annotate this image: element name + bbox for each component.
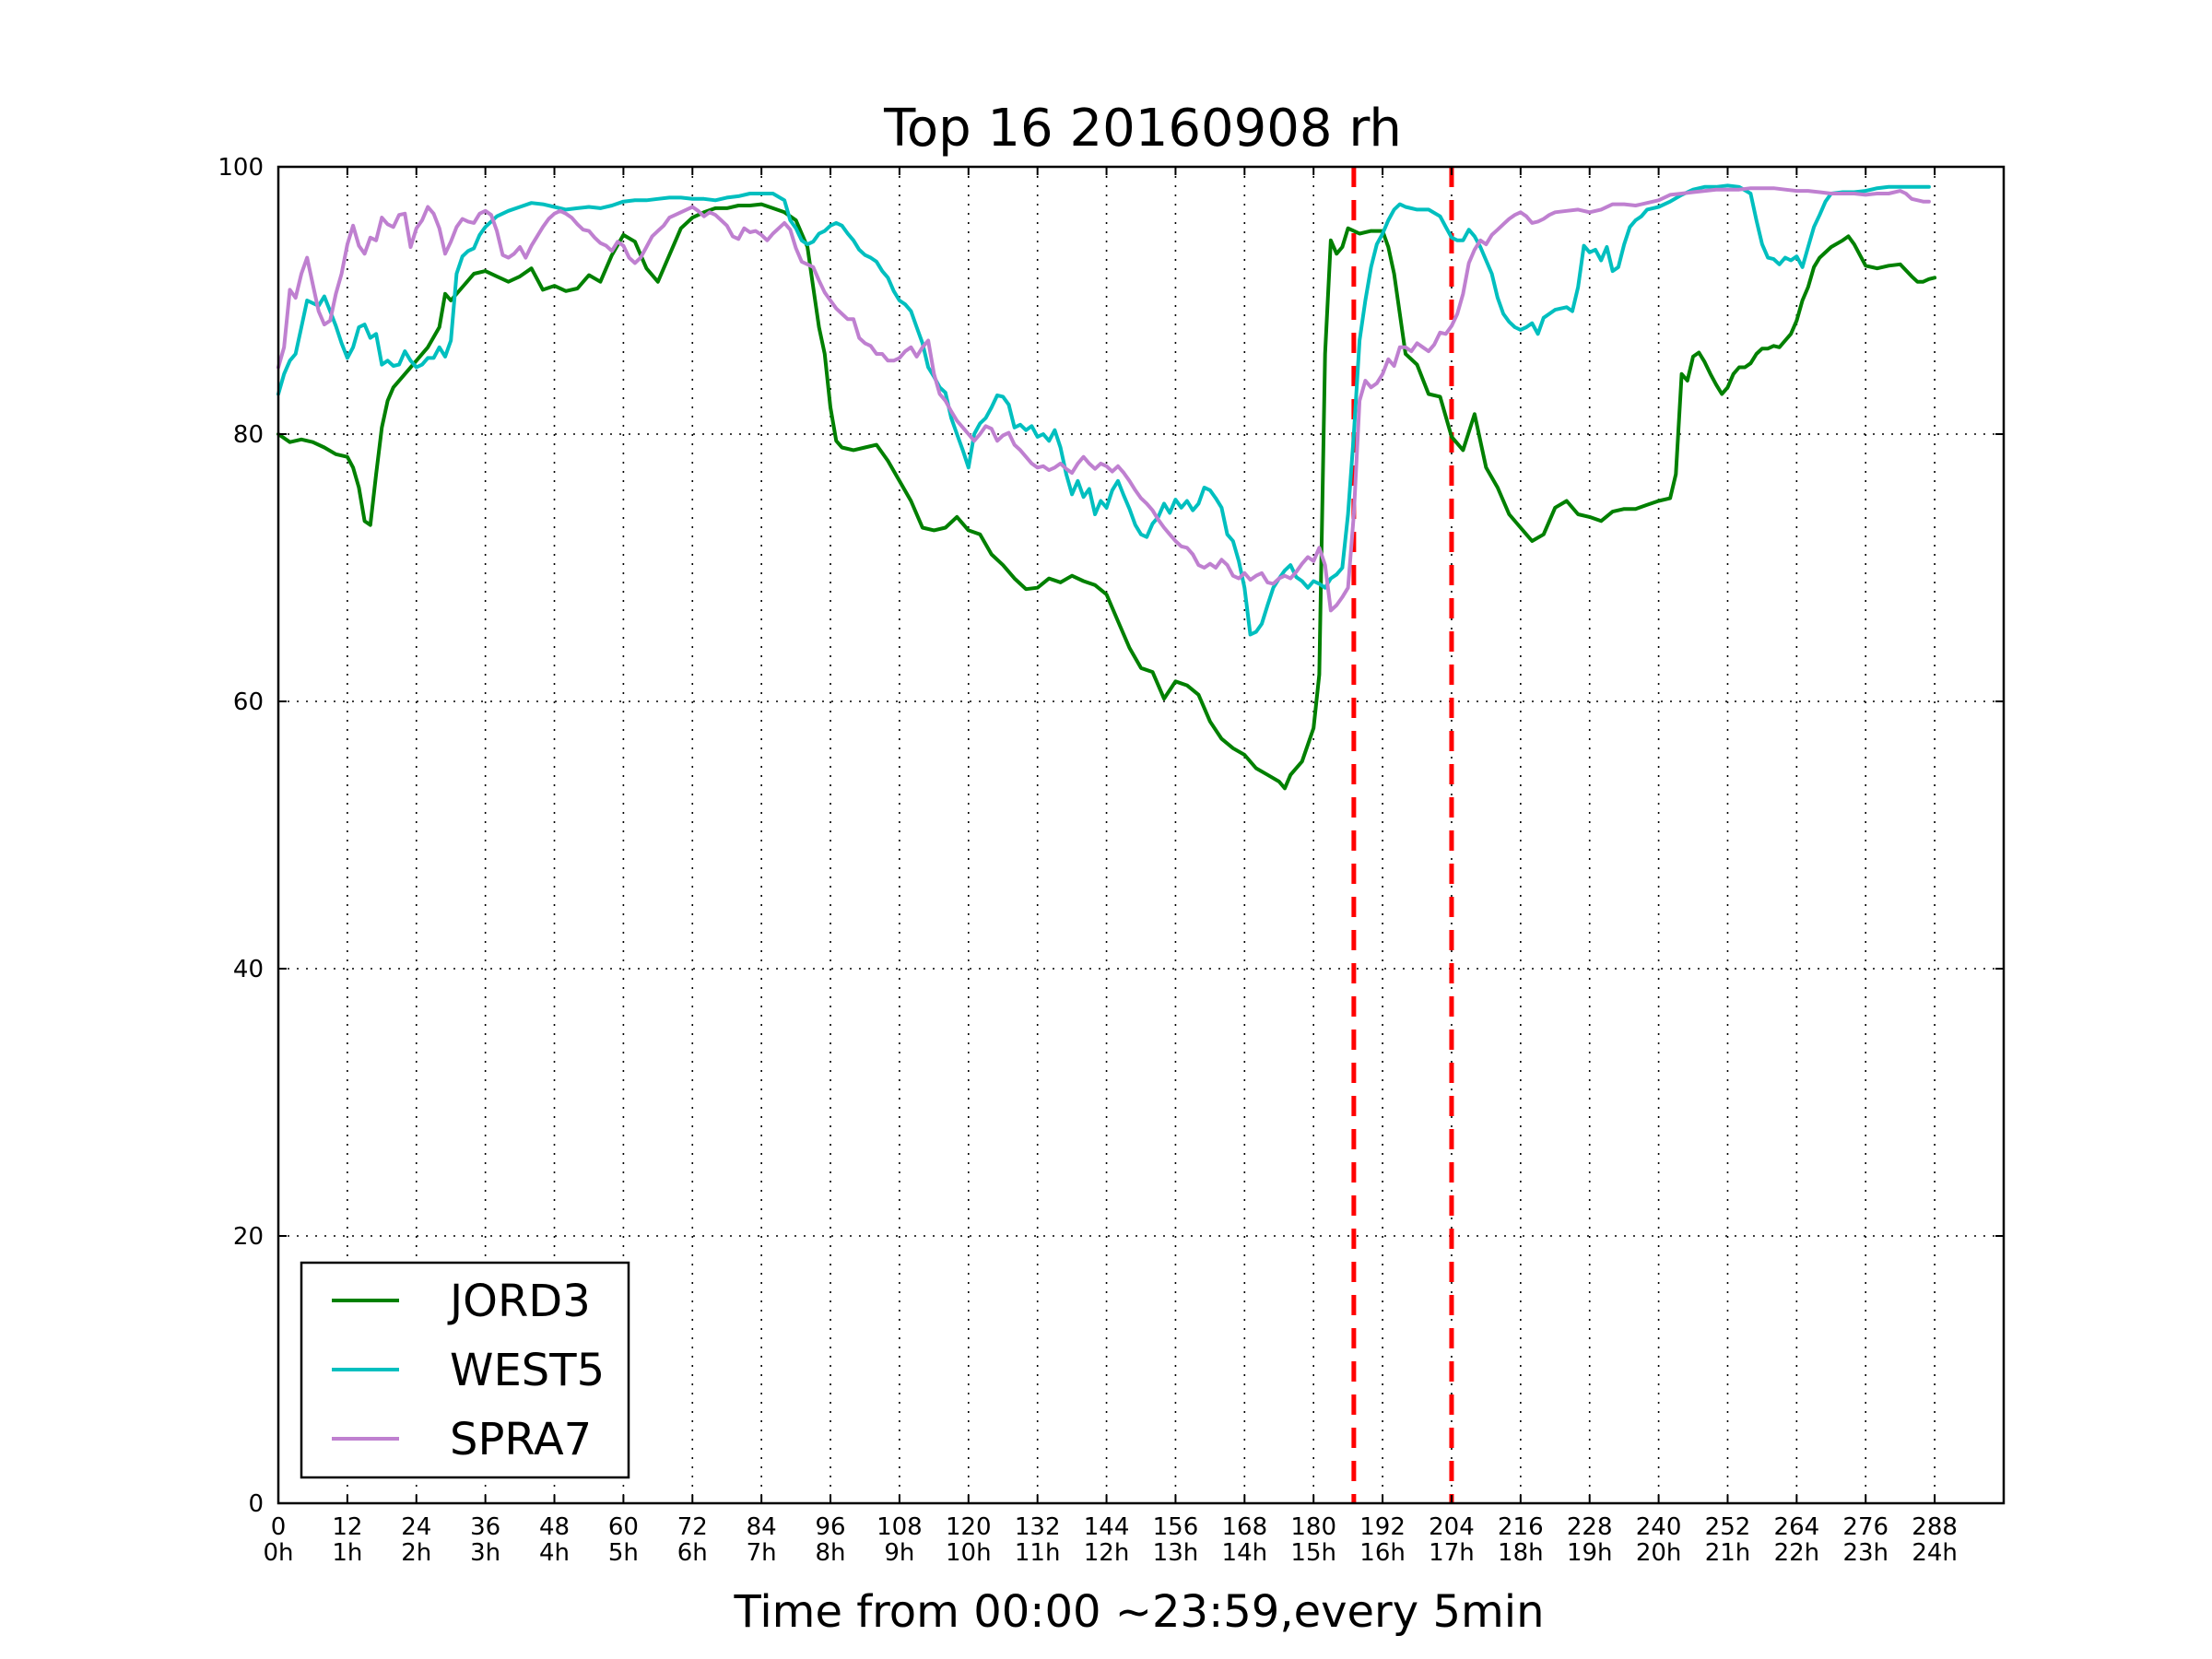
x-tick-label: 252 (1705, 1513, 1751, 1541)
x-tick-label: 24 (401, 1513, 431, 1541)
x-tick-sublabel: 14h (1222, 1539, 1268, 1567)
x-tick-label: 276 (1842, 1513, 1888, 1541)
x-tick-label: 36 (470, 1513, 500, 1541)
x-tick-sublabel: 19h (1567, 1539, 1613, 1567)
x-tick-label: 132 (1015, 1513, 1061, 1541)
y-tick-label: 80 (233, 421, 264, 449)
x-tick-label: 168 (1221, 1513, 1267, 1541)
x-tick-sublabel: 0h (263, 1539, 293, 1567)
x-tick-label: 60 (608, 1513, 639, 1541)
ticks: 00h121h242h363h484h605h726h847h968h1089h… (218, 154, 2004, 1567)
x-tick-sublabel: 6h (677, 1539, 708, 1567)
y-tick-label: 60 (233, 688, 264, 716)
y-tick-label: 40 (233, 956, 264, 983)
x-tick-sublabel: 23h (1842, 1539, 1888, 1567)
x-tick-label: 0 (271, 1513, 287, 1541)
legend-label: WEST5 (450, 1345, 605, 1396)
x-tick-label: 204 (1429, 1513, 1475, 1541)
x-axis-label: Time from 00:00 ~23:59,every 5min (734, 1586, 1545, 1638)
legend-label: SPRA7 (450, 1414, 592, 1465)
series-line-jord3 (276, 202, 1937, 791)
x-tick-sublabel: 20h (1636, 1539, 1682, 1567)
y-tick-label: 20 (233, 1223, 264, 1251)
legend: JORD3 WEST5 SPRA7 (300, 1261, 630, 1479)
x-tick-sublabel: 16h (1359, 1539, 1406, 1567)
x-tick-sublabel: 9h (884, 1539, 914, 1567)
y-tick-label: 100 (218, 154, 264, 182)
plot-frame (276, 165, 2006, 1505)
y-tick-label: 0 (248, 1490, 264, 1518)
x-tick-label: 84 (747, 1513, 777, 1541)
x-tick-label: 108 (877, 1513, 923, 1541)
x-tick-label: 264 (1774, 1513, 1820, 1541)
x-tick-sublabel: 15h (1290, 1539, 1336, 1567)
x-tick-sublabel: 12h (1084, 1539, 1130, 1567)
x-tick-label: 288 (1912, 1513, 1958, 1541)
x-tick-sublabel: 17h (1429, 1539, 1475, 1567)
x-tick-label: 96 (815, 1513, 845, 1541)
x-tick-sublabel: 18h (1498, 1539, 1544, 1567)
vertical-markers (1351, 167, 1454, 1503)
x-tick-label: 156 (1153, 1513, 1199, 1541)
chart-title: Top 16 20160908 rh (883, 99, 1402, 159)
x-tick-label: 120 (946, 1513, 992, 1541)
x-tick-label: 228 (1567, 1513, 1613, 1541)
x-tick-sublabel: 10h (946, 1539, 992, 1567)
legend-label: JORD3 (447, 1276, 591, 1327)
x-tick-label: 12 (332, 1513, 362, 1541)
x-tick-sublabel: 7h (747, 1539, 777, 1567)
x-tick-label: 144 (1084, 1513, 1130, 1541)
x-tick-sublabel: 2h (401, 1539, 431, 1567)
x-tick-sublabel: 5h (608, 1539, 639, 1567)
x-tick-sublabel: 24h (1912, 1539, 1958, 1567)
x-tick-sublabel: 3h (470, 1539, 500, 1567)
x-tick-sublabel: 1h (332, 1539, 362, 1567)
x-tick-sublabel: 21h (1705, 1539, 1751, 1567)
x-tick-label: 48 (539, 1513, 570, 1541)
x-tick-label: 216 (1498, 1513, 1544, 1541)
x-tick-label: 192 (1359, 1513, 1406, 1541)
x-tick-sublabel: 8h (816, 1539, 846, 1567)
x-tick-sublabel: 11h (1015, 1539, 1061, 1567)
series-line-west5 (276, 183, 1931, 637)
x-tick-label: 72 (677, 1513, 708, 1541)
series-line-spra7 (276, 186, 1931, 613)
x-tick-label: 180 (1290, 1513, 1336, 1541)
series-lines (276, 183, 1937, 791)
x-tick-label: 240 (1636, 1513, 1682, 1541)
x-tick-sublabel: 22h (1774, 1539, 1820, 1567)
x-tick-sublabel: 13h (1153, 1539, 1199, 1567)
x-tick-sublabel: 4h (539, 1539, 570, 1567)
